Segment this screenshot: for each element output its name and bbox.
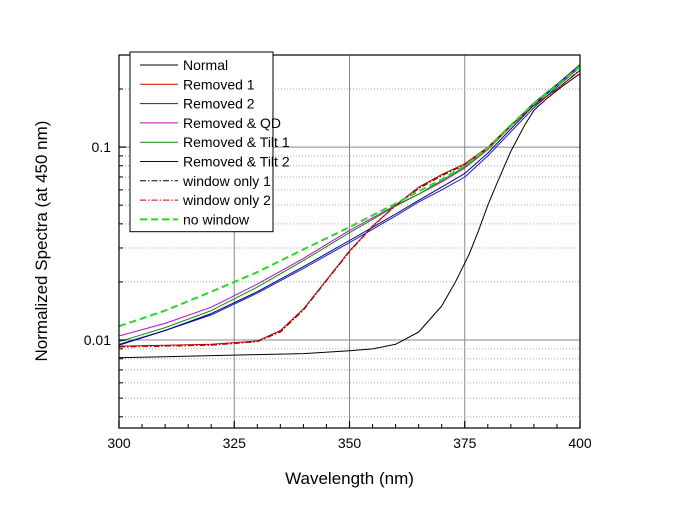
series-lines [118, 64, 581, 359]
series-line-6 [118, 64, 581, 346]
x-tick-label: 375 [453, 435, 477, 451]
series-line-1 [118, 73, 581, 359]
series-line-8 [118, 69, 581, 348]
axis-ticks [118, 88, 581, 428]
legend: Normal Removed 1 Removed 2 Removed & QD Remo… [129, 51, 290, 233]
y-tick-label: 0.01 [84, 332, 111, 348]
grid [119, 55, 580, 428]
y-axis-title: Normalized Spectra (at 450 nm) [32, 121, 51, 362]
legend-entry-label: Removed & Tilt 2 [183, 154, 290, 170]
x-tick-label: 300 [107, 435, 131, 451]
series-line-9 [118, 65, 581, 328]
x-tick-label: 350 [338, 435, 362, 451]
series-line-3 [118, 66, 581, 345]
legend-entry-label: Removed & QD [183, 115, 281, 131]
legend-entry-label: window only 1 [182, 173, 271, 189]
x-axis-title: Wavelength (nm) [285, 469, 414, 488]
legend-entry-label: Removed 2 [183, 96, 255, 112]
legend-entry-label: Normal [183, 57, 228, 73]
tick-labels: 300 325 350 375 400 0.01 0.1 [84, 139, 592, 451]
x-tick-label: 325 [223, 435, 247, 451]
x-tick-label: 400 [568, 435, 592, 451]
legend-entry-label: Removed & Tilt 1 [183, 134, 290, 150]
legend-entry-label: no window [183, 211, 250, 227]
legend-entry-label: window only 2 [182, 192, 271, 208]
legend-entry-label: Removed 1 [183, 76, 255, 92]
y-tick-label: 0.1 [92, 139, 112, 155]
